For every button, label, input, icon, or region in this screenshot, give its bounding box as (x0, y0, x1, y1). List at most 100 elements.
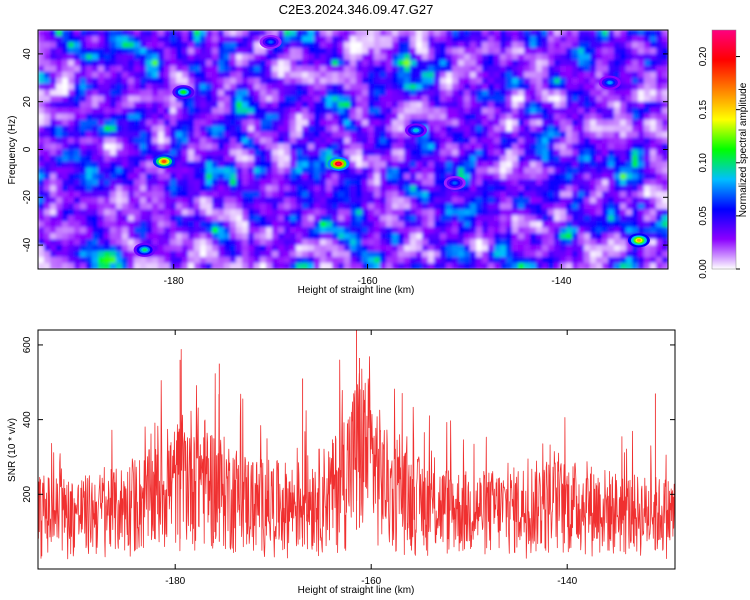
heatmap-cell (110, 215, 117, 222)
heatmap-cell (152, 251, 159, 258)
heatmap-cell (134, 263, 141, 269)
heatmap-cell (596, 155, 603, 163)
heatmap-cell (386, 263, 393, 269)
heatmap-cell (326, 119, 333, 127)
heatmap-cell (638, 167, 645, 174)
heatmap-cell (602, 41, 609, 49)
heatmap-cell (116, 143, 123, 151)
heatmap-cell (224, 167, 231, 174)
heatmap-cell (134, 119, 141, 127)
heatmap-cell (254, 77, 261, 85)
heatmap-cell (80, 119, 87, 127)
heatmap-cell (44, 65, 51, 73)
heatmap-cell (116, 191, 123, 198)
heatmap-cell (176, 161, 183, 169)
heatmap-cell (362, 197, 369, 204)
heatmap-cell (308, 47, 315, 55)
heatmap-cell (248, 161, 255, 169)
heatmap-cell (350, 221, 357, 228)
heatmap-cell (638, 221, 645, 228)
heatmap-cell (650, 95, 657, 103)
heatmap-cell (338, 191, 345, 198)
heatmap-cell (632, 245, 639, 252)
heatmap-cell (266, 263, 273, 269)
heatmap-cell (176, 191, 183, 198)
heatmap-cell (332, 77, 339, 85)
heatmap-cell (122, 191, 129, 198)
heatmap-cell (494, 179, 501, 186)
heatmap-cell (560, 167, 567, 174)
heatmap-cell (332, 107, 339, 115)
heatmap-cell (440, 95, 447, 103)
heatmap-cell (164, 53, 171, 61)
heatmap-cell (266, 191, 273, 198)
heatmap-cell (284, 53, 291, 61)
heatmap-cell (644, 167, 651, 174)
heatmap-cell (554, 239, 561, 246)
heatmap-cell (476, 257, 483, 264)
heatmap-cell (542, 149, 549, 157)
heatmap-cell (506, 59, 513, 67)
heatmap-cell (194, 257, 201, 264)
heatmap-cell (278, 251, 285, 258)
heatmap-cell (368, 215, 375, 222)
heatmap-cell (602, 53, 609, 61)
heatmap-cell (608, 197, 615, 204)
heatmap-cell (74, 203, 81, 210)
heatmap-cell (152, 179, 159, 186)
heatmap-cell (146, 71, 153, 79)
heatmap-cell (50, 125, 57, 133)
heatmap-cell (620, 203, 627, 210)
heatmap-cell (584, 143, 591, 151)
heatmap-cell (206, 137, 213, 145)
heatmap-cell (380, 101, 387, 109)
heatmap-cell (236, 53, 243, 61)
heatmap-cell (128, 209, 135, 216)
heatmap-cell (452, 191, 459, 198)
heatmap-cell (392, 137, 399, 145)
heatmap-cell (398, 155, 405, 163)
heatmap-cell (104, 245, 111, 252)
heatmap-cell (110, 245, 117, 252)
heatmap-cell (584, 173, 591, 180)
heatmap-cell (464, 221, 471, 228)
heatmap-cell (74, 197, 81, 204)
heatmap-cell (254, 95, 261, 103)
heatmap-cell (536, 125, 543, 133)
heatmap-cell (416, 209, 423, 216)
heatmap-cell (86, 83, 93, 91)
heatmap-cell (410, 263, 417, 269)
heatmap-cell (434, 149, 441, 157)
heatmap-cell (650, 191, 657, 198)
heatmap-cell (344, 59, 351, 67)
heatmap-cell (614, 119, 621, 127)
heatmap-cell (374, 101, 381, 109)
heatmap-cell (626, 209, 633, 216)
heatmap-cell (56, 101, 63, 109)
heatmap-cell (116, 35, 123, 43)
heatmap-cell (560, 263, 567, 269)
heatmap-cell (92, 173, 99, 180)
heatmap-cell (368, 137, 375, 145)
heatmap-cell (404, 203, 411, 210)
heatmap-cell (380, 185, 387, 192)
heatmap-cell (500, 143, 507, 151)
heatmap-cell (608, 59, 615, 67)
heatmap-cell (194, 185, 201, 192)
heatmap-cell (164, 41, 171, 49)
heatmap-cell (74, 131, 81, 139)
heatmap-cell (536, 155, 543, 163)
heatmap-cell (206, 149, 213, 157)
heatmap-cell (74, 59, 81, 67)
heatmap-cell (272, 137, 279, 145)
heatmap-cell (620, 239, 627, 246)
heatmap-cell (578, 179, 585, 186)
heatmap-cell (386, 59, 393, 67)
heatmap-cell (656, 35, 663, 43)
heatmap-cell (554, 71, 561, 79)
heatmap-cell (374, 221, 381, 228)
heatmap-cell (206, 203, 213, 210)
heatmap-cell (452, 239, 459, 246)
heatmap-cell (242, 59, 249, 67)
heatmap-cell (260, 89, 267, 97)
